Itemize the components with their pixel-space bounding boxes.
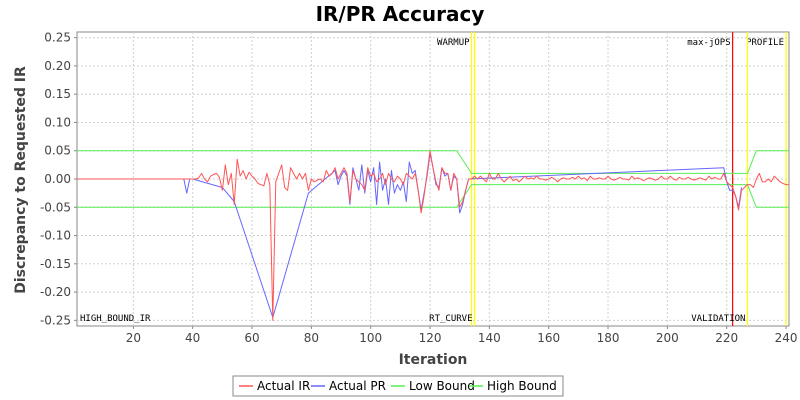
marker-label: VALIDATION: [691, 314, 745, 324]
y-tick-label: -0.15: [40, 257, 71, 271]
x-tick-label: 20: [126, 331, 141, 345]
x-tick-label: 200: [656, 331, 679, 345]
marker-label: RT_CURVE: [429, 314, 472, 324]
legend: Actual IR Actual PR Low Bound High Bound: [232, 375, 564, 397]
y-tick-label: -0.10: [40, 229, 71, 243]
legend-label: Actual IR: [257, 379, 310, 393]
x-tick-label: 40: [185, 331, 200, 345]
series-line-3: [77, 150, 789, 174]
legend-label: High Bound: [487, 379, 557, 393]
x-tick-label: 220: [715, 331, 738, 345]
marker-label: PROFILE: [746, 38, 784, 48]
y-tick-label: 0.15: [44, 87, 71, 101]
x-tick-label: 240: [775, 331, 798, 345]
y-tick-label: 0.25: [44, 31, 71, 45]
y-tick-label: -0.25: [40, 313, 71, 327]
series-line-0: [77, 150, 789, 321]
y-tick-label: -0.05: [40, 200, 71, 214]
marker-label: HIGH_BOUND_IR: [80, 314, 151, 324]
x-tick-label: 160: [537, 331, 560, 345]
x-tick-label: 80: [304, 331, 319, 345]
chart-title: IR/PR Accuracy: [316, 2, 485, 26]
marker-label: max-jOPS: [687, 38, 730, 48]
y-axis-ticks: 0.25 0.20 0.15 0.10 0.05 0.00 -0.05 -0.10 -0.15 -…: [40, 31, 77, 327]
y-tick-label: 0.20: [44, 59, 71, 73]
y-tick-label: 0.10: [44, 115, 71, 129]
x-tick-label: 140: [478, 331, 501, 345]
x-axis-label: Iteration: [399, 352, 468, 368]
y-tick-label: 0.05: [44, 144, 71, 158]
x-tick-label: 100: [359, 331, 382, 345]
legend-label: Actual PR: [329, 379, 386, 393]
series-line-1: [183, 153, 743, 319]
x-tick-label: 180: [597, 331, 620, 345]
legend-label: Low Bound: [409, 379, 475, 393]
x-tick-label: 120: [419, 331, 442, 345]
x-axis-ticks: 20 40 60 80 100 120 140 160 180 200 220 240: [126, 326, 798, 345]
x-tick-label: 60: [244, 331, 259, 345]
y-tick-label: 0.00: [44, 172, 71, 186]
y-tick-label: -0.20: [40, 285, 71, 299]
y-axis-label: Discrepancy to Requested IR: [13, 66, 29, 294]
series: [77, 150, 789, 321]
marker-label: WARMUP: [437, 38, 470, 48]
